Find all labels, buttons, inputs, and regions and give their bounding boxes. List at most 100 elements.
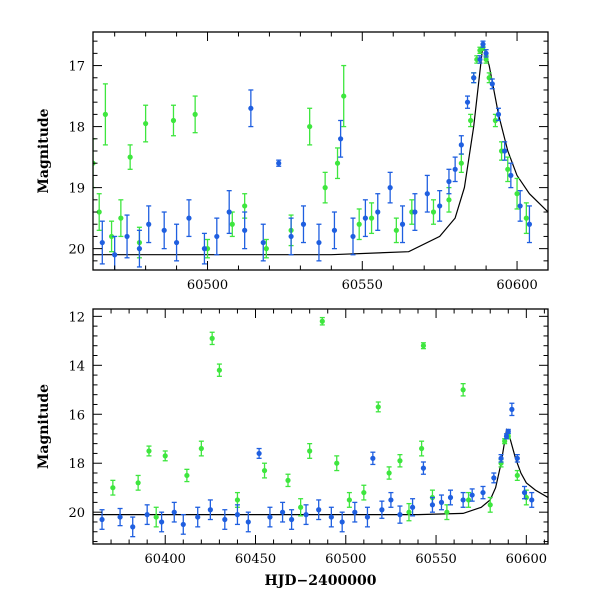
green-data-point [406,502,412,522]
blue-data-point [226,190,232,235]
blue-data-point [316,223,322,262]
green-data-point [319,316,325,326]
blue-data-point [159,511,165,533]
green-data-point [523,202,529,235]
blue-data-point [201,232,208,265]
green-data-point [102,83,108,146]
blue-data-point [364,506,371,528]
model-curve [93,44,548,256]
blue-data-point [171,501,177,523]
x-tick-label: 60600 [496,278,537,293]
blue-data-point [352,501,358,523]
blue-data-point [529,491,535,508]
blue-data-point [397,505,403,524]
green-data-point [386,466,392,480]
blue-data-point [207,499,213,521]
blue-data-point [350,217,356,256]
blue-data-point [242,211,248,250]
green-data-point [229,211,235,238]
blue-data-point [446,168,452,195]
blue-data-point [136,229,143,268]
blue-data-point [505,428,511,435]
green-data-point [505,156,511,183]
green-data-point [263,238,269,259]
green-data-point [514,469,520,482]
x-tick-label: 60400 [145,552,186,567]
y-tick-label: 20 [68,506,85,521]
top-panel: 60500 60550 60600 17 18 19 20 Magnitude [36,31,549,293]
blue-data-point [256,447,262,459]
blue-data-point [508,162,514,189]
green-data-point [146,445,152,457]
blue-data-point [502,141,508,161]
green-data-point [127,144,133,170]
blue-data-point [316,499,322,521]
blue-data-point [437,190,443,222]
x-tick-label: 60600 [506,552,547,567]
green-data-point [468,113,474,128]
blue-data-point [471,72,477,84]
blue-data-point [279,501,286,523]
plot-area [93,40,548,270]
blue-data-point [489,78,495,90]
blue-data-point [424,174,430,213]
blue-data-point [144,504,150,526]
green-data-point [356,208,362,241]
blue-data-point [526,205,533,244]
blue-data-point [338,119,344,158]
blue-data-point [438,494,445,511]
y-tick-label: 14 [68,359,85,374]
blue-data-point [117,507,123,527]
x-tick-label: 60550 [342,278,383,293]
blue-data-point [420,461,427,475]
blue-data-point [195,506,201,528]
green-data-point [375,401,381,413]
green-data-point [192,95,198,134]
blue-data-point [173,223,180,262]
blue-data-point [498,454,504,463]
blue-data-point [331,211,338,250]
blue-data-point [495,107,502,122]
green-data-point [153,506,159,528]
green-data-point [458,153,464,174]
y-axis-title: Magnitude [36,108,52,193]
plot-area [93,316,548,538]
green-data-point [334,147,341,180]
x-tick-label: 60550 [415,552,456,567]
blue-data-point [362,199,368,238]
blue-data-point [222,509,228,530]
green-data-point [368,202,375,235]
green-data-point [307,442,313,459]
green-data-point [361,484,367,501]
green-data-point [341,64,347,128]
blue-data-point [180,513,186,535]
green-data-point [198,440,204,457]
green-data-point [419,440,425,457]
blue-data-point [288,217,294,256]
blue-data-point [514,454,520,463]
blue-data-point [447,489,454,506]
blue-data-point [477,55,483,64]
green-data-point [460,383,466,397]
green-data-point [96,193,102,231]
blue-data-point [339,511,345,533]
green-data-point [143,104,149,143]
y-tick-label: 18 [68,121,85,136]
blue-data-point [300,205,307,244]
green-data-point [430,199,437,225]
green-data-point [444,504,450,521]
y-axis-title: Magnitude [36,384,52,469]
green-data-point [298,498,304,517]
blue-data-point [469,488,475,502]
blue-data-point [387,171,393,204]
blue-data-point [124,214,130,259]
blue-data-point [409,498,416,517]
blue-data-point [517,190,523,222]
green-data-point [118,199,124,238]
blue-data-point [99,220,105,265]
green-data-point [285,473,291,488]
blue-data-point [161,211,167,250]
blue-data-point [503,433,510,440]
bottom-panel: 60400 60450 60500 60550 60600 12 14 16 18 20 Magni… [36,308,549,589]
